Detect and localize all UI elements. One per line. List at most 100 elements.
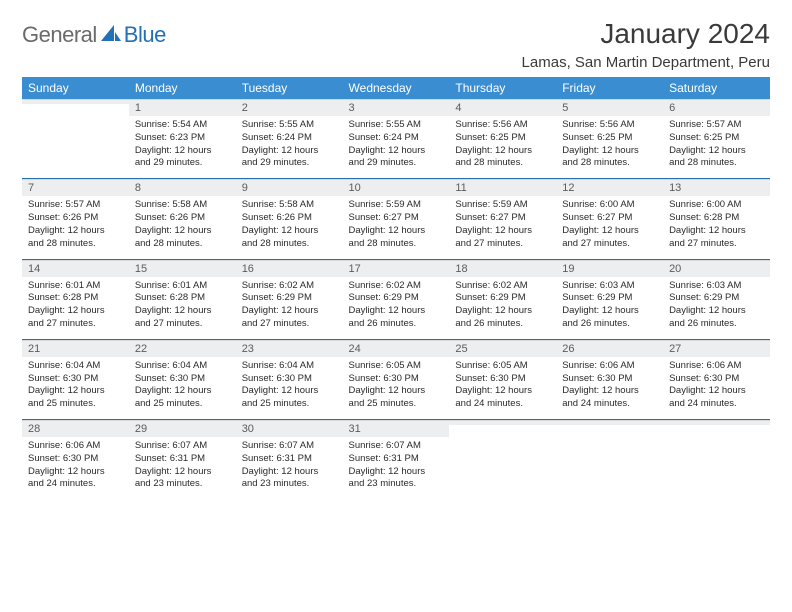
day-content: Sunrise: 6:04 AMSunset: 6:30 PMDaylight:… xyxy=(236,357,343,419)
daylight-text: Daylight: 12 hours and 28 minutes. xyxy=(242,225,337,251)
day-number: 26 xyxy=(556,340,663,357)
weekday-header: Tuesday xyxy=(236,77,343,99)
content-row: Sunrise: 5:57 AMSunset: 6:26 PMDaylight:… xyxy=(22,196,770,259)
sunrise-text: Sunrise: 6:02 AM xyxy=(242,280,337,293)
day-content: Sunrise: 6:02 AMSunset: 6:29 PMDaylight:… xyxy=(236,277,343,339)
sunset-text: Sunset: 6:29 PM xyxy=(562,292,657,305)
day-number: 21 xyxy=(22,340,129,357)
daylight-text: Daylight: 12 hours and 27 minutes. xyxy=(28,305,123,331)
sunset-text: Sunset: 6:23 PM xyxy=(135,132,230,145)
day-content: Sunrise: 6:06 AMSunset: 6:30 PMDaylight:… xyxy=(556,357,663,419)
logo: General Blue xyxy=(22,18,166,48)
daynum-row: 14151617181920 xyxy=(22,260,770,277)
day-number: 6 xyxy=(663,99,770,116)
day-content: Sunrise: 6:06 AMSunset: 6:30 PMDaylight:… xyxy=(22,437,129,499)
day-number: 24 xyxy=(343,340,450,357)
day-number: 1 xyxy=(129,99,236,116)
day-number: 20 xyxy=(663,260,770,277)
sunset-text: Sunset: 6:30 PM xyxy=(562,373,657,386)
content-row: Sunrise: 6:01 AMSunset: 6:28 PMDaylight:… xyxy=(22,277,770,340)
sunrise-text: Sunrise: 5:59 AM xyxy=(349,199,444,212)
day-content: Sunrise: 5:59 AMSunset: 6:27 PMDaylight:… xyxy=(343,196,450,258)
sunset-text: Sunset: 6:29 PM xyxy=(242,292,337,305)
sunrise-text: Sunrise: 5:58 AM xyxy=(135,199,230,212)
day-number: 7 xyxy=(22,179,129,196)
sunset-text: Sunset: 6:30 PM xyxy=(28,373,123,386)
daylight-text: Daylight: 12 hours and 26 minutes. xyxy=(669,305,764,331)
day-number: 2 xyxy=(236,99,343,116)
sunset-text: Sunset: 6:31 PM xyxy=(349,453,444,466)
day-content: Sunrise: 6:05 AMSunset: 6:30 PMDaylight:… xyxy=(343,357,450,419)
sunrise-text: Sunrise: 6:04 AM xyxy=(28,360,123,373)
daylight-text: Daylight: 12 hours and 25 minutes. xyxy=(349,385,444,411)
weekday-header-row: Sunday Monday Tuesday Wednesday Thursday… xyxy=(22,77,770,99)
logo-text-blue: Blue xyxy=(124,22,166,48)
daynum-row: 21222324252627 xyxy=(22,340,770,357)
daylight-text: Daylight: 12 hours and 29 minutes. xyxy=(349,145,444,171)
day-number: 5 xyxy=(556,99,663,116)
sunset-text: Sunset: 6:30 PM xyxy=(28,453,123,466)
day-number: 15 xyxy=(129,260,236,277)
day-content: Sunrise: 5:56 AMSunset: 6:25 PMDaylight:… xyxy=(556,116,663,178)
daylight-text: Daylight: 12 hours and 26 minutes. xyxy=(562,305,657,331)
day-number xyxy=(22,99,129,104)
sunrise-text: Sunrise: 6:05 AM xyxy=(455,360,550,373)
daylight-text: Daylight: 12 hours and 26 minutes. xyxy=(455,305,550,331)
day-content xyxy=(556,437,663,495)
calendar-table: Sunday Monday Tuesday Wednesday Thursday… xyxy=(22,77,770,499)
day-content xyxy=(22,116,129,174)
day-content: Sunrise: 5:54 AMSunset: 6:23 PMDaylight:… xyxy=(129,116,236,178)
day-number: 23 xyxy=(236,340,343,357)
weekday-header: Wednesday xyxy=(343,77,450,99)
weekday-header: Sunday xyxy=(22,77,129,99)
sunset-text: Sunset: 6:25 PM xyxy=(455,132,550,145)
day-content: Sunrise: 6:03 AMSunset: 6:29 PMDaylight:… xyxy=(663,277,770,339)
day-content: Sunrise: 6:04 AMSunset: 6:30 PMDaylight:… xyxy=(129,357,236,419)
sunset-text: Sunset: 6:30 PM xyxy=(242,373,337,386)
day-number: 11 xyxy=(449,179,556,196)
sunrise-text: Sunrise: 6:00 AM xyxy=(669,199,764,212)
day-number: 3 xyxy=(343,99,450,116)
day-number xyxy=(663,420,770,425)
daylight-text: Daylight: 12 hours and 25 minutes. xyxy=(135,385,230,411)
sunset-text: Sunset: 6:26 PM xyxy=(135,212,230,225)
sunrise-text: Sunrise: 6:03 AM xyxy=(669,280,764,293)
day-number: 13 xyxy=(663,179,770,196)
daylight-text: Daylight: 12 hours and 24 minutes. xyxy=(28,466,123,492)
sunrise-text: Sunrise: 6:01 AM xyxy=(28,280,123,293)
sunset-text: Sunset: 6:31 PM xyxy=(135,453,230,466)
day-number: 19 xyxy=(556,260,663,277)
sunset-text: Sunset: 6:31 PM xyxy=(242,453,337,466)
sunset-text: Sunset: 6:28 PM xyxy=(669,212,764,225)
day-content: Sunrise: 6:07 AMSunset: 6:31 PMDaylight:… xyxy=(236,437,343,499)
sunset-text: Sunset: 6:27 PM xyxy=(562,212,657,225)
daylight-text: Daylight: 12 hours and 24 minutes. xyxy=(669,385,764,411)
sunset-text: Sunset: 6:28 PM xyxy=(135,292,230,305)
sunrise-text: Sunrise: 6:02 AM xyxy=(455,280,550,293)
day-number: 22 xyxy=(129,340,236,357)
day-content: Sunrise: 6:02 AMSunset: 6:29 PMDaylight:… xyxy=(449,277,556,339)
daylight-text: Daylight: 12 hours and 23 minutes. xyxy=(349,466,444,492)
day-content: Sunrise: 6:06 AMSunset: 6:30 PMDaylight:… xyxy=(663,357,770,419)
daylight-text: Daylight: 12 hours and 28 minutes. xyxy=(562,145,657,171)
day-number: 4 xyxy=(449,99,556,116)
sunset-text: Sunset: 6:25 PM xyxy=(669,132,764,145)
sunrise-text: Sunrise: 6:06 AM xyxy=(562,360,657,373)
sunset-text: Sunset: 6:26 PM xyxy=(28,212,123,225)
daylight-text: Daylight: 12 hours and 23 minutes. xyxy=(242,466,337,492)
sunset-text: Sunset: 6:30 PM xyxy=(349,373,444,386)
content-row: Sunrise: 5:54 AMSunset: 6:23 PMDaylight:… xyxy=(22,116,770,179)
day-number: 12 xyxy=(556,179,663,196)
sunrise-text: Sunrise: 5:56 AM xyxy=(562,119,657,132)
daylight-text: Daylight: 12 hours and 26 minutes. xyxy=(349,305,444,331)
sunrise-text: Sunrise: 5:56 AM xyxy=(455,119,550,132)
sunset-text: Sunset: 6:30 PM xyxy=(669,373,764,386)
day-content: Sunrise: 6:07 AMSunset: 6:31 PMDaylight:… xyxy=(129,437,236,499)
sunset-text: Sunset: 6:27 PM xyxy=(455,212,550,225)
daylight-text: Daylight: 12 hours and 29 minutes. xyxy=(135,145,230,171)
day-number: 8 xyxy=(129,179,236,196)
content-row: Sunrise: 6:06 AMSunset: 6:30 PMDaylight:… xyxy=(22,437,770,499)
sunrise-text: Sunrise: 6:01 AM xyxy=(135,280,230,293)
daynum-row: 123456 xyxy=(22,99,770,116)
sunrise-text: Sunrise: 5:55 AM xyxy=(349,119,444,132)
